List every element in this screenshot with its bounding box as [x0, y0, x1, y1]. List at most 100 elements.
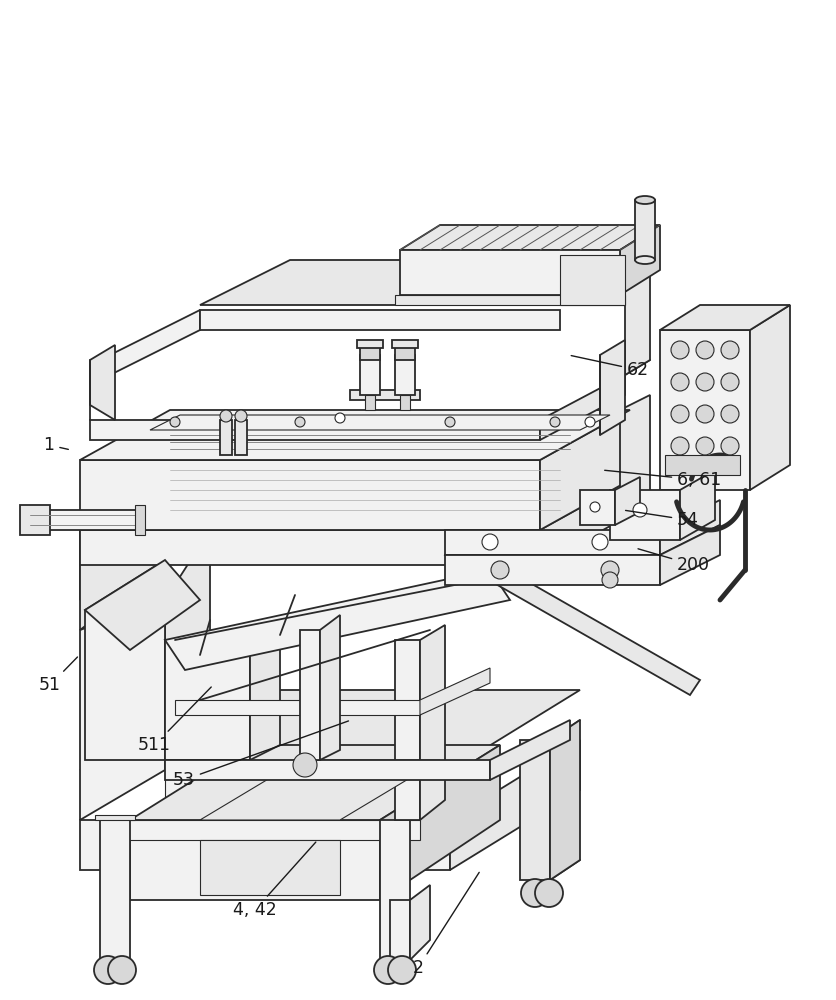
- Circle shape: [491, 561, 509, 579]
- Polygon shape: [610, 490, 680, 540]
- Polygon shape: [600, 340, 625, 435]
- Polygon shape: [135, 505, 145, 535]
- Polygon shape: [100, 820, 130, 960]
- Polygon shape: [130, 745, 500, 820]
- Polygon shape: [80, 530, 540, 565]
- Text: 511: 511: [138, 687, 212, 754]
- Polygon shape: [200, 760, 440, 820]
- Polygon shape: [625, 260, 650, 375]
- Polygon shape: [80, 460, 210, 600]
- Circle shape: [590, 502, 600, 512]
- Polygon shape: [360, 355, 380, 395]
- Polygon shape: [395, 355, 415, 395]
- Text: 62: 62: [571, 356, 649, 379]
- Polygon shape: [200, 840, 340, 895]
- Circle shape: [535, 879, 563, 907]
- Text: 54: 54: [625, 510, 699, 529]
- Polygon shape: [165, 530, 210, 760]
- Polygon shape: [165, 640, 250, 760]
- Polygon shape: [165, 745, 195, 890]
- Polygon shape: [80, 410, 630, 460]
- Circle shape: [671, 373, 689, 391]
- Polygon shape: [300, 630, 320, 760]
- Polygon shape: [85, 560, 200, 650]
- Polygon shape: [395, 345, 415, 360]
- Polygon shape: [750, 305, 790, 490]
- Circle shape: [671, 341, 689, 359]
- Circle shape: [633, 503, 647, 517]
- Polygon shape: [85, 560, 165, 760]
- Polygon shape: [635, 200, 655, 260]
- Polygon shape: [360, 345, 380, 360]
- Polygon shape: [580, 490, 615, 525]
- Polygon shape: [200, 310, 560, 330]
- Polygon shape: [445, 530, 660, 555]
- Circle shape: [374, 956, 402, 984]
- Circle shape: [721, 341, 739, 359]
- Polygon shape: [550, 720, 580, 880]
- Circle shape: [592, 534, 608, 550]
- Ellipse shape: [635, 256, 655, 264]
- Circle shape: [295, 417, 305, 427]
- Circle shape: [170, 417, 180, 427]
- Ellipse shape: [635, 196, 655, 204]
- Polygon shape: [90, 420, 540, 440]
- Polygon shape: [357, 340, 383, 348]
- Text: 6, 61: 6, 61: [604, 470, 721, 489]
- Polygon shape: [80, 820, 450, 870]
- Polygon shape: [100, 820, 420, 840]
- Polygon shape: [395, 640, 420, 820]
- Circle shape: [696, 373, 714, 391]
- Polygon shape: [540, 375, 625, 440]
- Text: 51: 51: [39, 657, 78, 694]
- Polygon shape: [130, 840, 380, 900]
- Polygon shape: [80, 460, 540, 530]
- Text: 4, 42: 4, 42: [233, 842, 316, 919]
- Polygon shape: [445, 555, 660, 585]
- Circle shape: [445, 417, 455, 427]
- Polygon shape: [660, 525, 720, 585]
- Polygon shape: [520, 740, 550, 880]
- Polygon shape: [320, 615, 340, 760]
- Circle shape: [521, 879, 549, 907]
- Polygon shape: [380, 820, 410, 960]
- Polygon shape: [80, 530, 210, 630]
- Circle shape: [721, 437, 739, 455]
- Circle shape: [602, 572, 618, 588]
- Polygon shape: [445, 540, 700, 695]
- Polygon shape: [350, 390, 420, 400]
- Polygon shape: [395, 295, 625, 305]
- Polygon shape: [660, 330, 750, 490]
- Circle shape: [482, 534, 498, 550]
- Polygon shape: [620, 225, 660, 295]
- Circle shape: [388, 956, 416, 984]
- Polygon shape: [615, 477, 640, 525]
- Polygon shape: [165, 570, 510, 670]
- Polygon shape: [235, 420, 247, 455]
- Polygon shape: [220, 420, 232, 455]
- Circle shape: [550, 417, 560, 427]
- Polygon shape: [150, 415, 610, 430]
- Polygon shape: [540, 410, 630, 530]
- Polygon shape: [560, 255, 625, 305]
- Circle shape: [293, 753, 317, 777]
- Polygon shape: [90, 345, 115, 420]
- Circle shape: [696, 405, 714, 423]
- Polygon shape: [392, 340, 418, 348]
- Circle shape: [671, 405, 689, 423]
- Polygon shape: [200, 260, 650, 305]
- Polygon shape: [400, 225, 660, 250]
- Polygon shape: [80, 600, 165, 820]
- Polygon shape: [380, 745, 500, 900]
- Circle shape: [235, 410, 247, 422]
- Polygon shape: [390, 900, 410, 960]
- Polygon shape: [660, 500, 720, 555]
- Circle shape: [696, 437, 714, 455]
- Polygon shape: [540, 480, 630, 565]
- Circle shape: [94, 956, 122, 984]
- Polygon shape: [95, 815, 135, 820]
- Text: 1: 1: [43, 436, 69, 454]
- Polygon shape: [30, 510, 140, 530]
- Polygon shape: [175, 700, 420, 715]
- Circle shape: [671, 437, 689, 455]
